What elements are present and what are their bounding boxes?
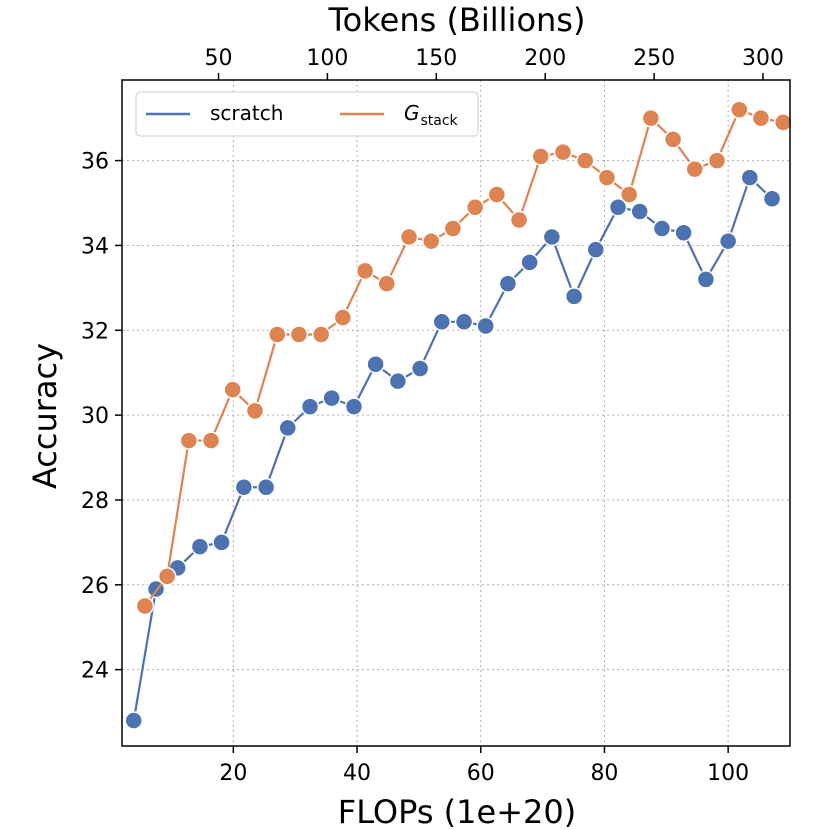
data-point-scratch bbox=[740, 168, 760, 187]
data-point-scratch bbox=[762, 189, 782, 209]
data-point-scratch bbox=[652, 219, 672, 238]
top-tick-label: 300 bbox=[742, 46, 784, 71]
x-tick-label: 40 bbox=[343, 761, 371, 786]
y-tick-label: 30 bbox=[81, 404, 109, 429]
legend-label-scratch: scratch bbox=[210, 101, 283, 125]
data-point-gstack bbox=[663, 130, 683, 149]
data-point-scratch bbox=[542, 227, 562, 247]
data-point-gstack bbox=[201, 431, 221, 450]
data-point-scratch bbox=[520, 253, 539, 272]
data-point-gstack bbox=[730, 100, 749, 119]
series-line-gstack bbox=[144, 108, 784, 607]
axis-ticks: 20 40 60 80 100 24 26 28 30 32 34 36 50 100 150 200 250 3… bbox=[81, 46, 784, 786]
legend-box bbox=[135, 91, 479, 137]
data-point-gstack bbox=[289, 325, 309, 344]
data-point-gstack bbox=[531, 147, 550, 166]
top-tick-label: 250 bbox=[633, 46, 675, 71]
data-point-gstack bbox=[751, 108, 771, 128]
y-axis-title: Accuracy bbox=[26, 343, 64, 489]
data-point-gstack bbox=[553, 142, 573, 162]
data-point-gstack bbox=[597, 168, 617, 187]
legend-label-gstack-main: G bbox=[404, 101, 420, 125]
grid-lines bbox=[122, 80, 790, 746]
data-point-gstack bbox=[509, 210, 529, 230]
data-point-gstack bbox=[619, 185, 639, 204]
series-line-scratch bbox=[132, 175, 773, 721]
legend-label-gstack-subscript: stack bbox=[421, 113, 459, 129]
y-tick-label: 26 bbox=[81, 574, 109, 599]
series-layer bbox=[124, 100, 793, 730]
legend-label-gstack: Gstack bbox=[404, 101, 459, 129]
x-tick-label: 20 bbox=[219, 761, 247, 786]
legend: scratch Gstack bbox=[135, 91, 479, 137]
x-axis-title: FLOPs (1e+20) bbox=[338, 793, 576, 830]
data-point-scratch bbox=[696, 270, 716, 289]
data-point-gstack bbox=[641, 108, 661, 128]
data-point-scratch bbox=[344, 397, 364, 416]
y-tick-label: 24 bbox=[81, 659, 109, 684]
x-tick-label: 100 bbox=[707, 761, 749, 786]
data-point-scratch bbox=[718, 231, 738, 251]
data-point-scratch bbox=[278, 418, 298, 438]
data-point-gstack bbox=[399, 227, 419, 247]
top-axis-title: Tokens (Billions) bbox=[328, 1, 586, 39]
data-point-scratch bbox=[476, 316, 495, 336]
data-point-gstack bbox=[267, 325, 287, 344]
top-tick-label: 100 bbox=[306, 46, 348, 71]
data-point-scratch bbox=[388, 371, 408, 391]
data-point-scratch bbox=[300, 397, 320, 416]
data-point-scratch bbox=[212, 533, 231, 552]
data-point-gstack bbox=[311, 325, 331, 344]
data-point-scratch bbox=[498, 274, 518, 293]
data-point-gstack bbox=[422, 231, 441, 251]
data-point-gstack bbox=[685, 159, 704, 179]
data-point-scratch bbox=[630, 202, 649, 221]
data-point-gstack bbox=[179, 431, 199, 450]
data-point-scratch bbox=[322, 388, 341, 408]
y-tick-label: 36 bbox=[81, 150, 109, 175]
data-point-gstack bbox=[377, 274, 396, 293]
x-tick-label: 60 bbox=[467, 761, 495, 786]
data-point-gstack bbox=[773, 113, 793, 132]
data-point-gstack bbox=[223, 380, 242, 399]
data-point-scratch bbox=[410, 359, 430, 378]
data-point-scratch bbox=[674, 223, 693, 242]
data-point-gstack bbox=[355, 261, 375, 281]
data-point-scratch bbox=[256, 477, 276, 497]
data-point-gstack bbox=[245, 401, 265, 421]
data-point-scratch bbox=[586, 240, 606, 259]
data-point-gstack bbox=[707, 151, 727, 170]
data-point-scratch bbox=[234, 477, 254, 497]
data-point-scratch bbox=[564, 287, 584, 306]
data-point-scratch bbox=[608, 198, 628, 217]
data-point-scratch bbox=[432, 312, 452, 332]
data-point-gstack bbox=[443, 219, 463, 238]
top-tick-label: 200 bbox=[524, 46, 566, 71]
data-point-gstack bbox=[333, 308, 353, 327]
data-point-scratch bbox=[454, 312, 474, 332]
top-tick-label: 150 bbox=[415, 46, 457, 71]
plot-frame bbox=[121, 79, 791, 747]
y-tick-label: 32 bbox=[81, 319, 109, 344]
y-tick-label: 28 bbox=[81, 489, 109, 514]
data-point-scratch bbox=[366, 354, 385, 374]
data-point-gstack bbox=[157, 567, 177, 586]
x-tick-label: 80 bbox=[590, 761, 618, 786]
series-scratch bbox=[124, 168, 782, 730]
data-point-gstack bbox=[135, 596, 155, 616]
data-point-scratch bbox=[124, 711, 144, 730]
data-point-gstack bbox=[465, 198, 485, 217]
y-tick-label: 34 bbox=[81, 234, 109, 259]
data-point-gstack bbox=[487, 185, 507, 204]
top-tick-label: 50 bbox=[205, 46, 233, 71]
series-gstack bbox=[135, 100, 793, 616]
data-point-scratch bbox=[190, 537, 210, 556]
data-point-gstack bbox=[576, 151, 595, 170]
